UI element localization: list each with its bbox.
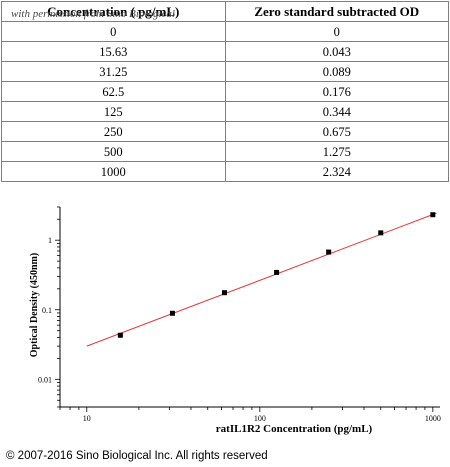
standard-curve-chart: 10 100 1000 0.01 0.1 1 ratIL1R2 Concentration… — [29, 206, 441, 435]
table-row: 250 0.675 — [1, 121, 449, 142]
standard-curve-table: Concentration ( pg/mL) Zero standard sub… — [1, 1, 449, 182]
data-points-group — [117, 212, 436, 338]
x-axis-label: ratIL1R2 Concentration (pg/mL) — [216, 423, 373, 435]
cell-concentration: 31.25 — [1, 61, 226, 82]
cell-od: 0.176 — [224, 81, 449, 102]
table-row: 15.63 0.043 — [1, 41, 449, 62]
table-header-row: Concentration ( pg/mL) Zero standard sub… — [1, 1, 449, 22]
data-point — [378, 230, 384, 236]
data-point — [169, 310, 175, 316]
chart-axes: 10 100 1000 0.01 0.1 1 — [38, 206, 441, 423]
x-tick-label: 10 — [83, 414, 91, 423]
x-tick-label: 1000 — [425, 414, 441, 423]
x-tick-label: 100 — [254, 414, 266, 423]
cell-od: 2.324 — [224, 161, 449, 182]
table-row: 1000 2.324 — [1, 161, 449, 182]
cell-concentration: 62.5 — [1, 81, 226, 102]
fit-line-group — [86, 212, 437, 347]
cell-concentration: 15.63 — [1, 41, 226, 62]
copyright-footer: © 2007-2016 Sino Biological Inc. All rig… — [6, 450, 268, 462]
cell-od: 0.043 — [224, 41, 449, 62]
table-row: 62.5 0.176 — [1, 81, 449, 102]
cell-od: 0.344 — [224, 101, 449, 122]
data-point — [222, 290, 228, 296]
header-concentration: Concentration ( pg/mL) — [1, 1, 226, 22]
data-point — [117, 332, 123, 338]
y-axis-label: Optical Density (450nm) — [29, 253, 40, 357]
cell-concentration: 500 — [1, 141, 226, 162]
table-row: 125 0.344 — [1, 101, 449, 122]
data-point — [326, 249, 332, 255]
table-row: 500 1.275 — [1, 141, 449, 162]
cell-concentration: 250 — [1, 121, 226, 142]
cell-od: 0 — [224, 21, 449, 42]
cell-concentration: 0 — [1, 21, 226, 42]
data-point — [430, 212, 436, 218]
data-point — [274, 269, 280, 275]
table-row: 31.25 0.089 — [1, 61, 449, 82]
cell-od: 1.275 — [224, 141, 449, 162]
cell-concentration: 125 — [1, 101, 226, 122]
cell-od: 0.089 — [224, 61, 449, 82]
fit-line — [86, 212, 437, 347]
standard-curve-table-container: Concentration ( pg/mL) Zero standard sub… — [1, 1, 449, 182]
y-tick-label: 0.01 — [38, 375, 52, 384]
y-tick-label: 0.1 — [42, 306, 52, 315]
y-tick-label: 1 — [48, 236, 52, 245]
cell-concentration: 1000 — [1, 161, 226, 182]
cell-od: 0.675 — [224, 121, 449, 142]
table-body: 0 0 15.63 0.043 31.25 0.089 62.5 0.176 125 0.344 2… — [1, 21, 449, 182]
header-od: Zero standard subtracted OD — [224, 1, 449, 22]
